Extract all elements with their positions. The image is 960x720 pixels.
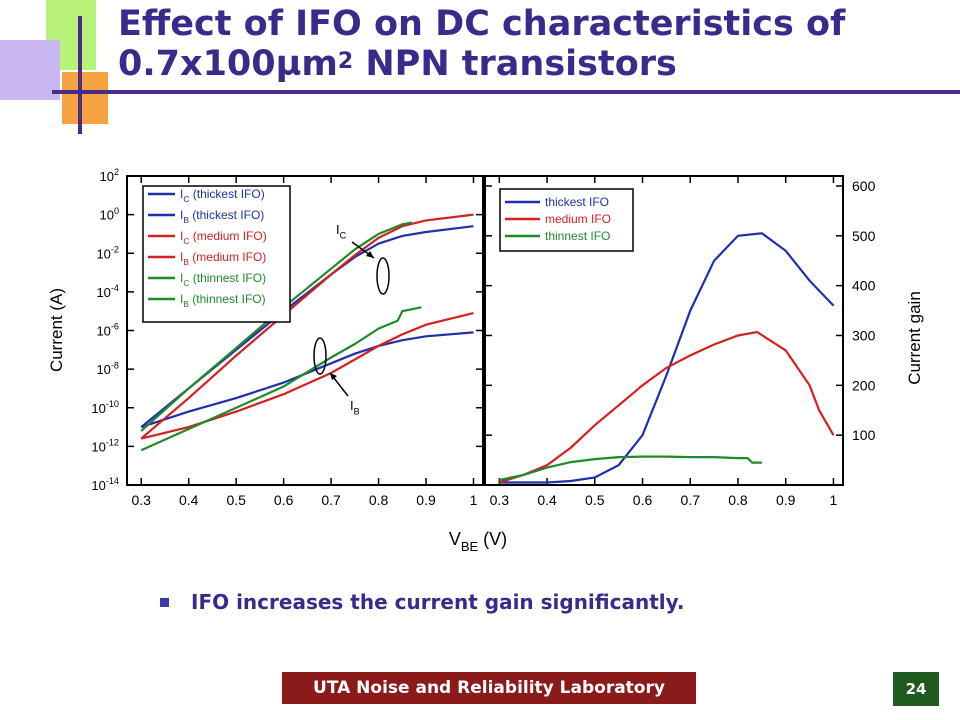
bullet-item: IFO increases the current gain significa… — [160, 590, 684, 614]
left-xtick-label: 0.7 — [321, 492, 341, 508]
right-ytick-label: 400 — [852, 278, 876, 294]
right-ytick-label: 300 — [852, 327, 876, 343]
bullet-square-icon — [160, 597, 169, 607]
charts-svg: 102 100 10-2 10-4 10-6 10-8 10-10 10-12 10-14 0.3… — [47, 167, 924, 554]
annotation-ic-ellipse — [376, 257, 390, 295]
right-xtick-label: 0.3 — [490, 492, 510, 508]
annotation-ib-ellipse — [313, 337, 327, 375]
left-series-line-2 — [140, 213, 474, 440]
right-xtick-label: 0.9 — [776, 492, 796, 508]
left-xtick-label: 0.4 — [179, 492, 199, 508]
annotation-ic-arrowhead — [366, 251, 374, 258]
right-xtick-label: 0.6 — [633, 492, 653, 508]
right-series-line-0 — [499, 232, 835, 484]
page-title: Effect of IFO on DC characteristics of 0… — [118, 4, 846, 84]
left-ytick-label: 10-12 — [91, 438, 119, 455]
left-xtick-label: 0.6 — [274, 492, 294, 508]
annotation-ib-arrowhead — [330, 373, 337, 380]
left-xtick-label: 0.9 — [416, 492, 436, 508]
right-ytick-label: 600 — [852, 178, 876, 194]
bullet-text: IFO increases the current gain significa… — [191, 590, 685, 614]
deco-horizontal-bar — [52, 90, 960, 94]
left-series-line-1 — [140, 331, 474, 429]
left-ytick-label: 10-2 — [96, 244, 119, 261]
left-legend-label: IC (thinnest IFO) — [180, 271, 266, 288]
left-series-line-3 — [140, 312, 474, 440]
left-xtick-label: 1 — [470, 492, 478, 508]
left-legend-label: IC (thickest IFO) — [180, 187, 265, 204]
left-legend-label: IB (medium IFO) — [180, 250, 266, 267]
left-xtick-label: 0.8 — [369, 492, 389, 508]
right-ylabel: Current gain — [905, 291, 924, 385]
footer-lab-name: UTA Noise and Reliability Laboratory — [282, 672, 696, 704]
left-legend-label: IC (medium IFO) — [180, 229, 267, 246]
right-xtick-label: 0.7 — [681, 492, 701, 508]
left-xtick-label: 0.5 — [226, 492, 246, 508]
right-ytick-label: 500 — [852, 228, 876, 244]
right-legend-label: medium IFO — [545, 212, 611, 226]
left-ytick-label: 10-4 — [96, 283, 119, 300]
right-series-line-1 — [498, 330, 835, 484]
left-ytick-label: 10-14 — [91, 476, 119, 493]
left-legend-label: IB (thinnest IFO) — [180, 292, 266, 309]
right-legend-label: thinnest IFO — [545, 229, 610, 243]
deco-vertical-bar — [78, 16, 82, 134]
left-ylabel: Current (A) — [47, 288, 66, 372]
annotation-ib-label: IB — [350, 398, 360, 417]
left-series-line-5 — [140, 306, 422, 452]
right-plot-frame — [484, 175, 844, 486]
deco-orange-square — [62, 72, 108, 124]
right-xtick-label: 0.4 — [537, 492, 557, 508]
right-series-line-2 — [499, 455, 762, 482]
left-ytick-label: 10-10 — [91, 399, 119, 416]
right-xtick-label: 0.5 — [585, 492, 605, 508]
x-axis-label: VBE (V) — [449, 529, 507, 554]
right-legend-label: thickest IFO — [545, 195, 609, 209]
left-ytick-label: 10-6 — [96, 322, 119, 339]
deco-lilac-square — [0, 40, 60, 100]
left-legend-label: IB (thickest IFO) — [180, 208, 264, 225]
page-number: 24 — [893, 672, 939, 706]
left-ytick-label: 10-8 — [96, 360, 119, 377]
left-ytick-label: 102 — [99, 167, 119, 184]
right-xtick-label: 0.8 — [728, 492, 748, 508]
left-series-line-4 — [140, 221, 413, 432]
left-xtick-label: 0.3 — [132, 492, 152, 508]
left-ytick-label: 100 — [99, 206, 119, 223]
right-ytick-label: 100 — [852, 427, 876, 443]
annotation-ic-label: IC — [336, 222, 347, 241]
right-ytick-label: 200 — [852, 377, 876, 393]
right-xtick-label: 1 — [830, 492, 838, 508]
